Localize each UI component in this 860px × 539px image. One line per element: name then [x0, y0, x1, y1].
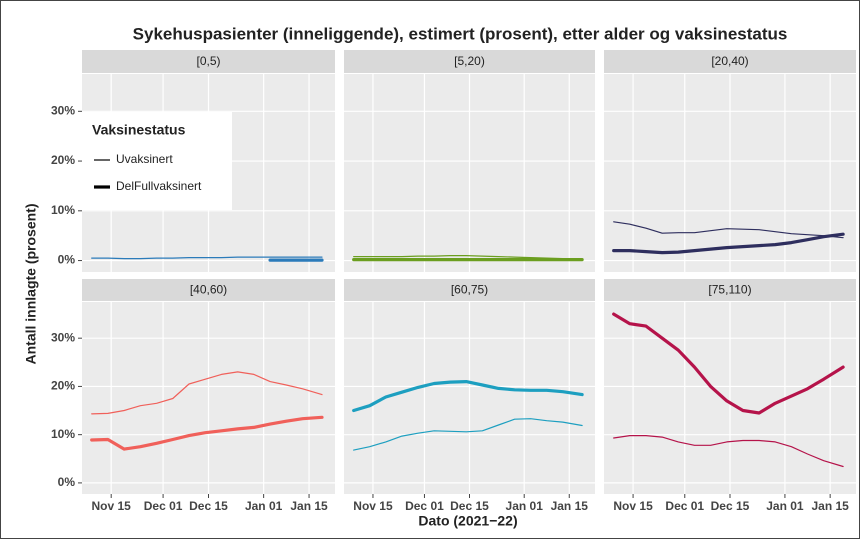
x-tick-label: Jan 15 [290, 499, 328, 513]
legend-box [82, 112, 232, 210]
series-line [353, 418, 583, 451]
series-line [90, 415, 324, 451]
strip-label: [75,110) [708, 283, 751, 297]
series-line [613, 221, 844, 239]
strip [344, 50, 595, 73]
y-tick-label: 0% [58, 253, 76, 267]
legend-label: DelFullvaksinert [116, 179, 202, 193]
strip-label: [5,20) [454, 54, 485, 68]
x-tick-label: Jan 15 [811, 499, 849, 513]
x-tick-label: Dec 15 [711, 499, 750, 513]
strip [604, 279, 856, 301]
series-line [612, 232, 845, 255]
series-line [353, 255, 583, 260]
y-tick-label: 30% [51, 103, 75, 117]
x-tick-label: Nov 15 [353, 499, 393, 513]
strip-label: [20,40) [711, 54, 748, 68]
series-line [613, 435, 844, 468]
series-line [91, 371, 323, 415]
x-tick-label: Jan 15 [551, 499, 589, 513]
legend-title: Vaksinestatus [92, 122, 186, 138]
y-tick-label: 0% [58, 475, 76, 489]
strip-label: [40,60) [190, 283, 227, 297]
x-tick-label: Jan 01 [506, 499, 544, 513]
y-tick-label: 10% [51, 427, 75, 441]
y-tick-label: 20% [51, 379, 75, 393]
series-line [612, 312, 845, 415]
series-line [352, 380, 584, 413]
x-tick-label: Dec 15 [189, 499, 228, 513]
y-tick-label: 10% [51, 203, 75, 217]
x-tick-label: Nov 15 [92, 499, 132, 513]
y-tick-label: 20% [51, 153, 75, 167]
x-tick-label: Jan 01 [766, 499, 804, 513]
x-axis-title: Dato (2021−22) [418, 513, 517, 529]
x-tick-label: Dec 01 [144, 499, 183, 513]
series-line [91, 256, 323, 260]
y-tick-label: 30% [51, 330, 75, 344]
strip-label: [0,5) [196, 54, 220, 68]
legend-label: Uvaksinert [116, 152, 173, 166]
y-axis-title: Antall innlagte (prosent) [23, 204, 39, 365]
x-tick-label: Dec 01 [665, 499, 704, 513]
strip [604, 50, 856, 73]
x-tick-label: Dec 01 [405, 499, 444, 513]
chart-title: Sykehuspasienter (inneliggende), estimer… [133, 24, 788, 43]
x-tick-label: Jan 01 [245, 499, 283, 513]
strip [344, 279, 595, 301]
strip-label: [60,75) [451, 283, 488, 297]
x-tick-label: Dec 15 [450, 499, 489, 513]
x-tick-label: Nov 15 [613, 499, 653, 513]
strip [82, 279, 335, 301]
strip [82, 50, 335, 73]
